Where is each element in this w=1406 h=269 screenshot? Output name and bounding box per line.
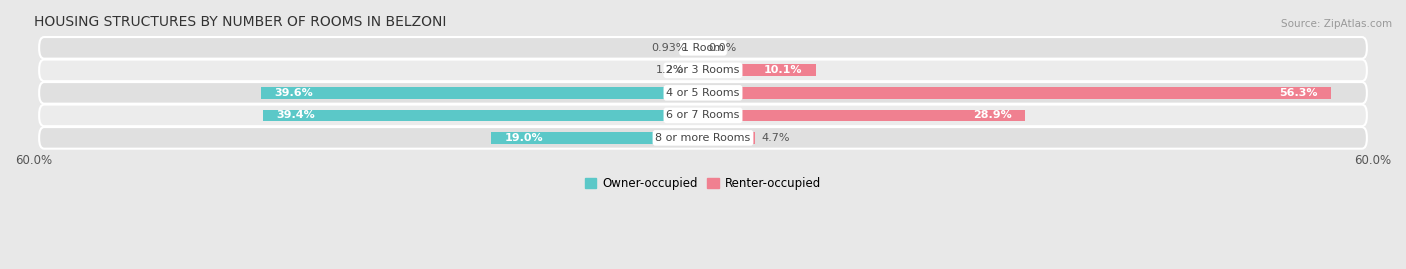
Text: 4 or 5 Rooms: 4 or 5 Rooms [666, 88, 740, 98]
Text: 1.2%: 1.2% [655, 65, 685, 75]
Text: 39.4%: 39.4% [277, 110, 315, 120]
Legend: Owner-occupied, Renter-occupied: Owner-occupied, Renter-occupied [579, 172, 827, 195]
Bar [491, 132, 703, 144]
Text: 1 Room: 1 Room [682, 43, 724, 53]
Text: 4.7%: 4.7% [761, 133, 790, 143]
FancyBboxPatch shape [39, 105, 1367, 126]
Text: 19.0%: 19.0% [505, 133, 543, 143]
Bar [693, 42, 703, 54]
Text: 10.1%: 10.1% [763, 65, 803, 75]
Bar [703, 109, 1025, 121]
Text: 2 or 3 Rooms: 2 or 3 Rooms [666, 65, 740, 75]
Text: HOUSING STRUCTURES BY NUMBER OF ROOMS IN BELZONI: HOUSING STRUCTURES BY NUMBER OF ROOMS IN… [34, 15, 446, 29]
Bar [703, 65, 815, 76]
FancyBboxPatch shape [39, 37, 1367, 59]
Text: 28.9%: 28.9% [973, 110, 1012, 120]
FancyBboxPatch shape [39, 59, 1367, 81]
Bar [703, 87, 1331, 99]
FancyBboxPatch shape [39, 82, 1367, 104]
Text: 6 or 7 Rooms: 6 or 7 Rooms [666, 110, 740, 120]
Bar [703, 132, 755, 144]
Text: 0.0%: 0.0% [709, 43, 737, 53]
Bar [263, 109, 703, 121]
FancyBboxPatch shape [39, 127, 1367, 149]
Text: 56.3%: 56.3% [1279, 88, 1317, 98]
Text: 8 or more Rooms: 8 or more Rooms [655, 133, 751, 143]
Text: 39.6%: 39.6% [274, 88, 314, 98]
Text: Source: ZipAtlas.com: Source: ZipAtlas.com [1281, 19, 1392, 29]
Bar [689, 65, 703, 76]
Bar [262, 87, 703, 99]
Text: 0.93%: 0.93% [651, 43, 688, 53]
